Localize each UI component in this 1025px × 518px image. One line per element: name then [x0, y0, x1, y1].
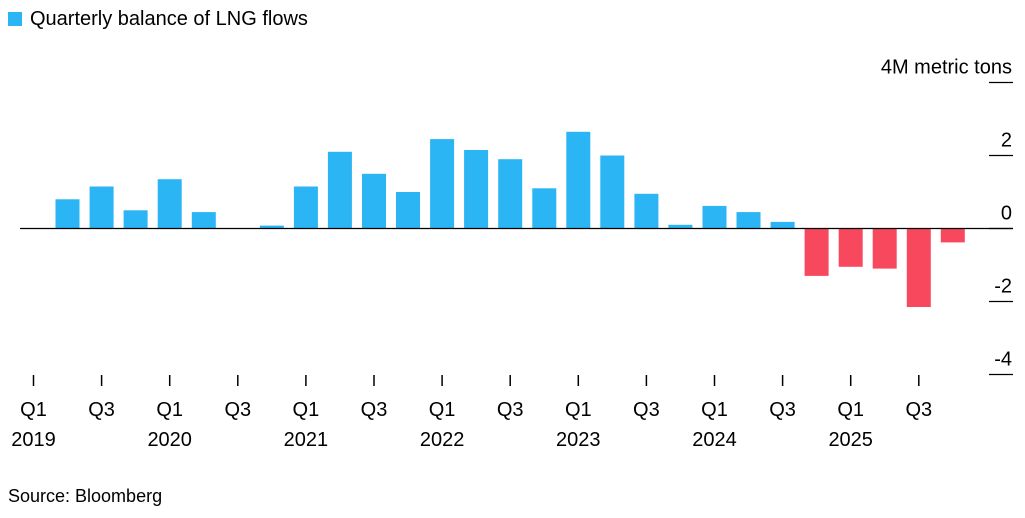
x-tick-quarter-label: Q3 — [633, 399, 660, 421]
bar-q2-2022 — [464, 150, 489, 229]
bar-q2-2024 — [736, 212, 761, 229]
bar-q3-2021 — [362, 173, 386, 229]
bar-q4-2021 — [396, 192, 420, 229]
x-tick-year-label: 2022 — [420, 429, 465, 451]
source-note: Source: Bloomberg — [8, 486, 163, 506]
bar-q4-2020 — [259, 225, 284, 229]
x-tick-year-label: 2023 — [556, 429, 601, 451]
bar-q4-2025 — [940, 228, 965, 243]
bar-q3-2023 — [634, 193, 659, 229]
bar-q1-2024 — [702, 205, 727, 229]
x-tick-year-label: 2021 — [284, 429, 329, 451]
bar-q1-2025 — [838, 228, 863, 267]
bar-q3-2022 — [498, 159, 523, 229]
bars-layer — [20, 131, 1013, 307]
bar-q1-2022 — [430, 139, 455, 229]
x-tick-quarter-label: Q1 — [20, 399, 47, 421]
bar-q1-2020 — [157, 179, 182, 229]
bar-q2-2025 — [872, 228, 897, 269]
y-tick-label: -4 — [994, 349, 1012, 371]
x-tick-quarter-label: Q3 — [361, 399, 388, 421]
x-tick-quarter-label: Q1 — [293, 399, 320, 421]
y-tick-label: 4M metric tons — [881, 57, 1012, 79]
bar-q1-2021 — [293, 186, 318, 229]
legend-label: Quarterly balance of LNG flows — [30, 7, 308, 30]
bar-q2-2019 — [55, 199, 80, 229]
x-tick-quarter-label: Q3 — [224, 399, 251, 421]
x-tick-quarter-label: Q1 — [701, 399, 728, 421]
legend: Quarterly balance of LNG flows — [8, 6, 308, 32]
x-tick-year-label: 2020 — [147, 429, 192, 451]
x-tick-year-label: 2019 — [11, 429, 56, 451]
x-tick-quarter-label: Q1 — [565, 399, 592, 421]
x-tick-quarter-label: Q1 — [429, 399, 456, 421]
y-axis: -4 -2 0 2 4M metric tons — [881, 57, 1013, 376]
bar-q4-2023 — [668, 224, 693, 229]
bar-q2-2023 — [600, 155, 625, 229]
bar-q3-2025 — [906, 228, 931, 307]
bar-q2-2021 — [327, 151, 352, 229]
x-tick-quarter-label: Q3 — [905, 399, 932, 421]
y-tick-label: -2 — [994, 276, 1012, 298]
lng-balance-chart: -4 -2 0 2 4M metric tons Q1 2019 Q3 Q1 2020 Q3 Q1 2… — [11, 57, 1013, 451]
bar-q4-2022 — [532, 188, 557, 229]
bar-q1-2023 — [566, 131, 591, 229]
y-tick-label: 0 — [1001, 203, 1012, 225]
x-tick-quarter-label: Q3 — [88, 399, 115, 421]
x-tick-year-label: 2025 — [828, 429, 873, 451]
x-tick-quarter-label: Q1 — [156, 399, 183, 421]
bar-q4-2019 — [123, 210, 148, 229]
x-axis: Q1 2019 Q3 Q1 2020 Q3 Q1 2021 Q3 Q1 2022 Q3 Q1 2023 Q3… — [11, 375, 932, 451]
y-tick-label: 2 — [1001, 130, 1012, 152]
bar-q2-2020 — [191, 212, 216, 229]
legend-swatch — [8, 12, 22, 26]
x-tick-quarter-label: Q3 — [769, 399, 796, 421]
bar-q3-2024 — [770, 221, 795, 229]
x-tick-quarter-label: Q3 — [497, 399, 524, 421]
bar-q3-2019 — [89, 186, 114, 229]
bar-q4-2024 — [804, 228, 829, 276]
x-tick-year-label: 2024 — [692, 429, 737, 451]
x-tick-quarter-label: Q1 — [837, 399, 864, 421]
